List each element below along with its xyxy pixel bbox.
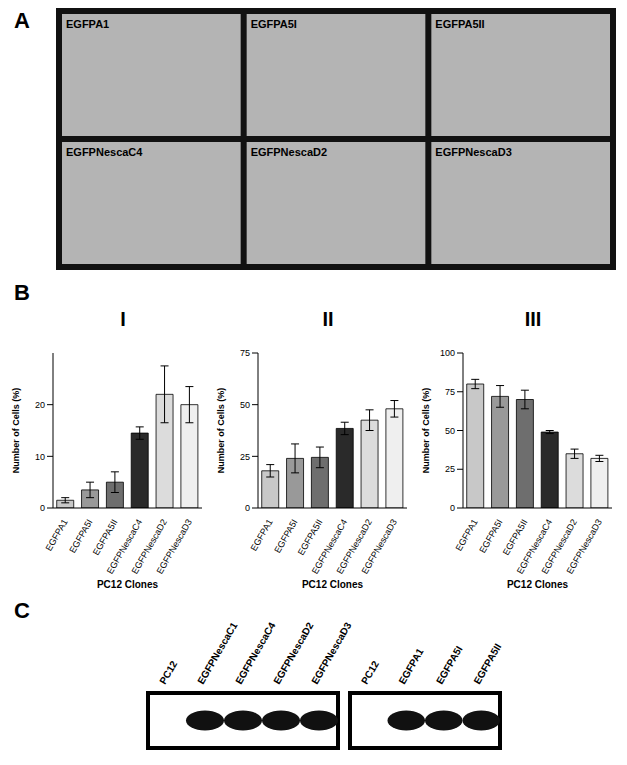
svg-text:EGFPA5II: EGFPA5II: [435, 18, 484, 30]
svg-text:EGFPA5II: EGFPA5II: [295, 517, 325, 557]
svg-text:PC12 Clones: PC12 Clones: [302, 579, 364, 590]
svg-text:EGFPNescaD3: EGFPNescaD3: [564, 518, 603, 576]
svg-text:EGFPNescaD2: EGFPNescaD2: [271, 620, 315, 686]
svg-text:EGFPNescaC4: EGFPNescaC4: [104, 517, 145, 576]
svg-text:EGFPNescaD2: EGFPNescaD2: [334, 517, 375, 576]
svg-text:50: 50: [240, 400, 250, 410]
html-text:I: I: [120, 308, 126, 330]
svg-text:50: 50: [445, 426, 455, 436]
svg-text:PC12 Clones: PC12 Clones: [97, 579, 159, 590]
svg-text:EGFPA5I: EGFPA5I: [477, 518, 504, 555]
svg-text:EGFPNescaC4: EGFPNescaC4: [309, 517, 350, 576]
svg-text:EGFPNescaC4: EGFPNescaC4: [66, 146, 143, 158]
svg-text:Number of Cells (%): Number of Cells (%): [216, 388, 226, 474]
svg-text:0: 0: [245, 503, 250, 513]
svg-text:0: 0: [40, 503, 45, 513]
svg-text:25: 25: [240, 452, 250, 462]
svg-text:EGFPNescaD2: EGFPNescaD2: [251, 146, 327, 158]
svg-text:0: 0: [450, 503, 455, 513]
svg-text:EGFPA5II: EGFPA5II: [90, 517, 120, 557]
svg-text:EGFPA1: EGFPA1: [454, 518, 480, 553]
svg-text:EGFPA1: EGFPA1: [396, 646, 425, 686]
svg-text:EGFPNescaC1: EGFPNescaC1: [195, 620, 239, 686]
svg-text:75: 75: [445, 387, 455, 397]
html-text:B: B: [14, 280, 30, 305]
svg-text:EGFPA1: EGFPA1: [44, 518, 70, 553]
svg-text:EGFPA5II: EGFPA5II: [471, 641, 503, 686]
svg-text:Number of Cells (%): Number of Cells (%): [11, 388, 21, 474]
svg-text:Number of Cells (%): Number of Cells (%): [421, 388, 431, 474]
svg-text:EGFPNescaD3: EGFPNescaD3: [435, 146, 511, 158]
html-text:III: III: [524, 308, 542, 330]
svg-text:PC12: PC12: [359, 658, 381, 686]
svg-text:75: 75: [240, 348, 250, 358]
svg-text:EGFPA5I: EGFPA5I: [434, 644, 465, 686]
svg-text:EGFPNescaD2: EGFPNescaD2: [129, 517, 170, 576]
svg-text:20: 20: [35, 400, 45, 410]
html-text:II: II: [322, 308, 334, 330]
svg-text:10: 10: [35, 452, 45, 462]
svg-text:EGFPNescaD3: EGFPNescaD3: [309, 620, 353, 686]
svg-text:EGFPA5II: EGFPA5II: [500, 517, 530, 557]
svg-text:25: 25: [445, 464, 455, 474]
html-text:C: C: [14, 598, 30, 623]
svg-text:EGFPA5I: EGFPA5I: [251, 18, 297, 30]
svg-text:EGFPNescaD2: EGFPNescaD2: [539, 517, 580, 576]
svg-text:EGFPNescaD3: EGFPNescaD3: [359, 518, 398, 576]
svg-text:EGFPNescaC4: EGFPNescaC4: [233, 620, 277, 686]
svg-text:EGFPA5I: EGFPA5I: [67, 518, 94, 555]
svg-text:EGFPNescaD3: EGFPNescaD3: [154, 518, 193, 576]
svg-text:100: 100: [440, 348, 455, 358]
svg-text:EGFPA1: EGFPA1: [66, 18, 109, 30]
svg-text:PC12: PC12: [157, 658, 179, 686]
html-text:A: A: [14, 8, 30, 33]
svg-text:EGFPNescaC4: EGFPNescaC4: [514, 517, 555, 576]
svg-text:PC12 Clones: PC12 Clones: [507, 579, 569, 590]
svg-text:EGFPA5I: EGFPA5I: [272, 518, 299, 555]
svg-text:EGFPA1: EGFPA1: [249, 518, 275, 553]
